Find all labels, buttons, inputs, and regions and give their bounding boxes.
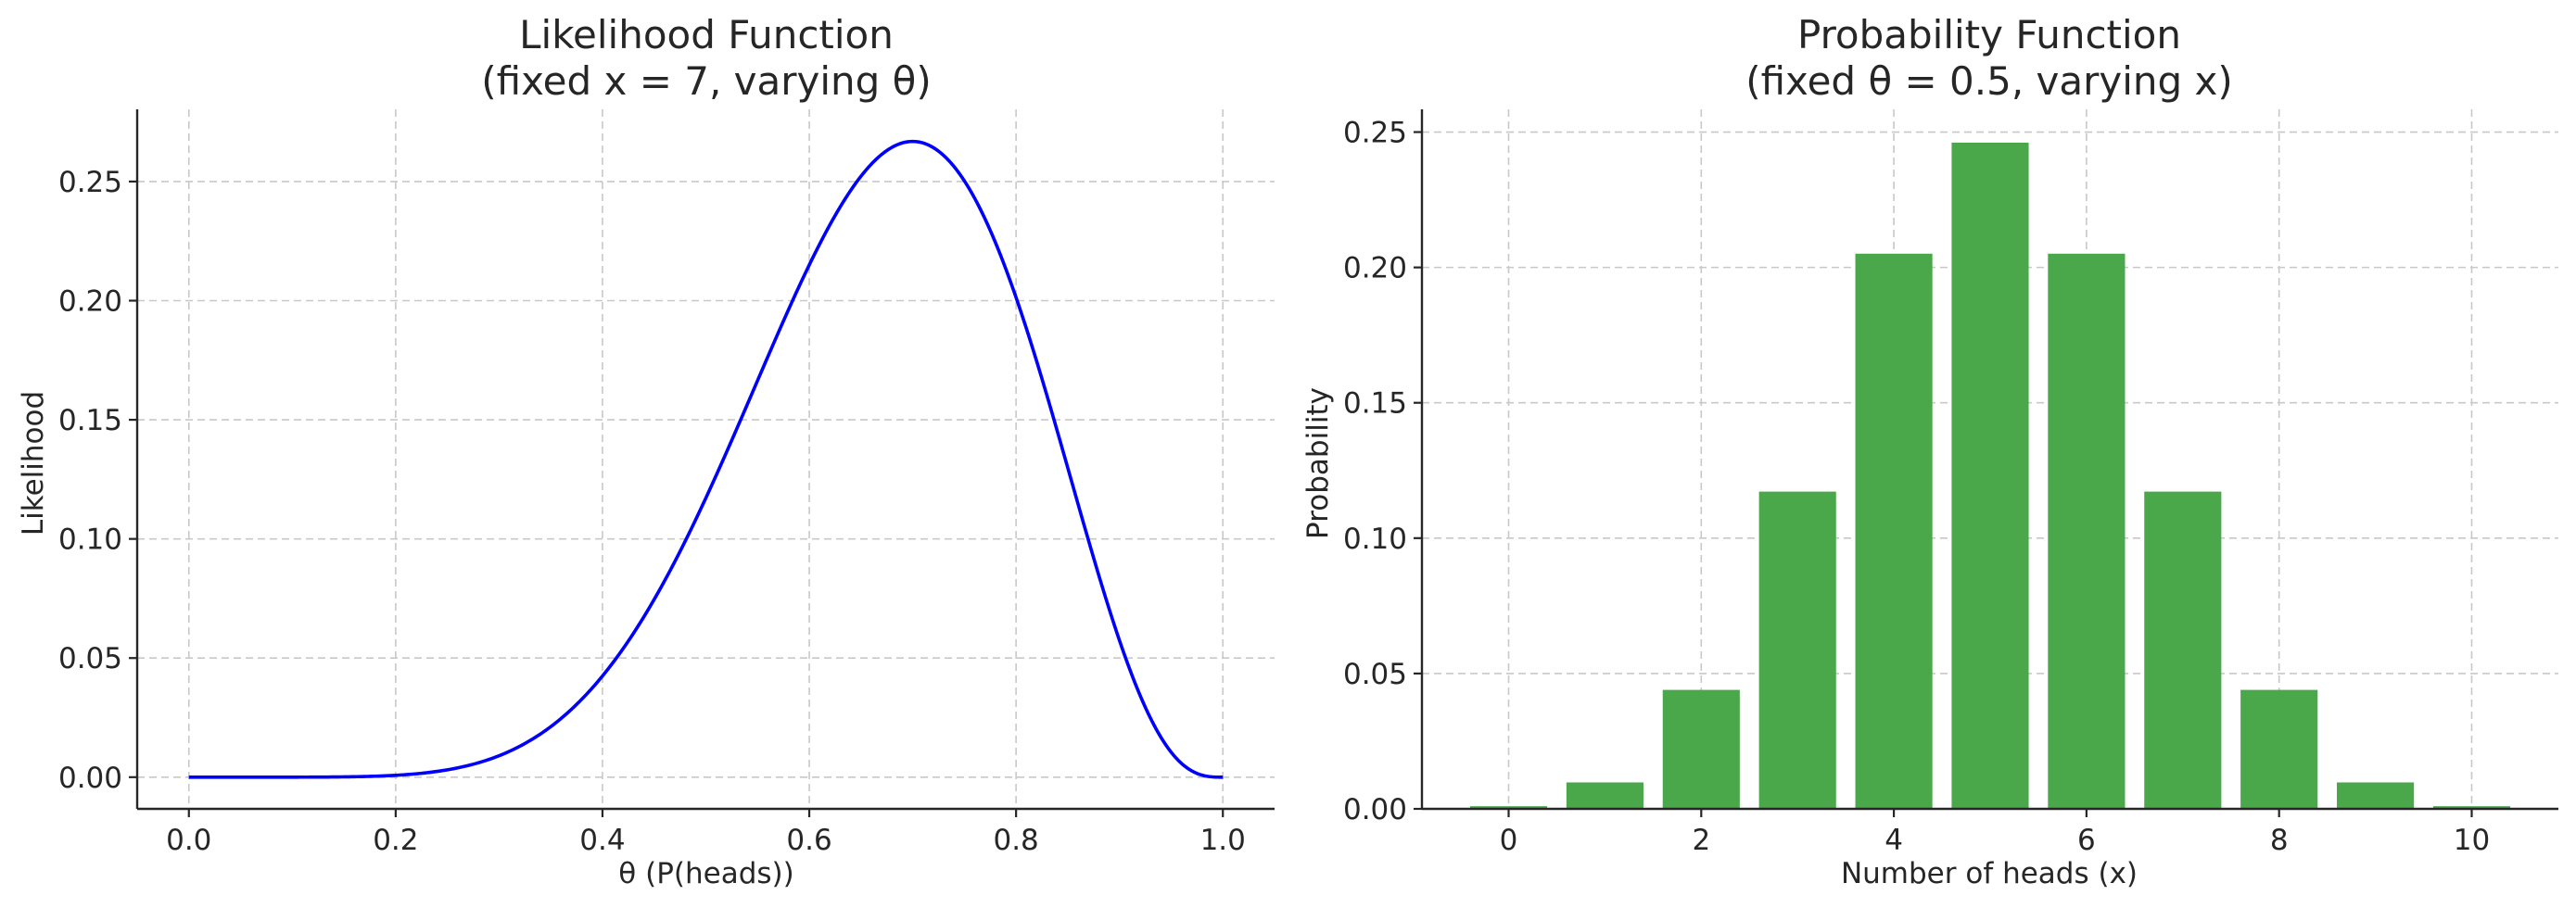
probability-x-tick-label: 0 bbox=[1500, 824, 1518, 857]
likelihood-title-line1: Likelihood Function bbox=[519, 12, 894, 57]
likelihood-x-tick-label: 0.4 bbox=[579, 824, 625, 857]
likelihood-x-axis-label: θ (P(heads)) bbox=[618, 857, 793, 890]
probability-y-tick-label: 0.20 bbox=[1343, 252, 1407, 285]
probability-y-tick-label: 0.15 bbox=[1343, 387, 1407, 421]
likelihood-x-tick-label: 0.6 bbox=[786, 824, 831, 857]
probability-bar-6 bbox=[2048, 253, 2126, 809]
likelihood-x-tick-label: 1.0 bbox=[1200, 824, 1246, 857]
likelihood-chart: 0.0 0.2 0.4 0.6 0.8 1.0 0.000.050.100.150.200… bbox=[17, 12, 1275, 890]
probability-bar-9 bbox=[2337, 782, 2415, 809]
probability-y-tick-label: 0.25 bbox=[1343, 117, 1407, 150]
likelihood-curve bbox=[188, 139, 1224, 779]
probability-bar-3 bbox=[1758, 491, 1836, 809]
likelihood-grid bbox=[137, 109, 1275, 809]
probability-y-tick-label: 0.10 bbox=[1343, 523, 1407, 556]
likelihood-y-tick-label: 0.25 bbox=[58, 166, 122, 199]
probability-bar-0 bbox=[1469, 806, 1548, 809]
likelihood-x-tick-label: 0.2 bbox=[373, 824, 418, 857]
probability-y-axis-label: Probability bbox=[1301, 387, 1335, 539]
likelihood-y-axis-label: Likelihood bbox=[17, 391, 50, 536]
probability-bar-10 bbox=[2432, 806, 2511, 809]
probability-title-line1: Probability Function bbox=[1797, 12, 2181, 57]
likelihood-y-tick-label: 0.15 bbox=[58, 404, 122, 437]
probability-x-tick-label: 6 bbox=[2077, 824, 2096, 857]
probability-bar-7 bbox=[2144, 491, 2222, 809]
likelihood-y-tick-label: 0.20 bbox=[58, 284, 122, 318]
probability-y-tick-label: 0.00 bbox=[1343, 793, 1407, 826]
probability-x-ticks: 0 2 4 6 8 10 bbox=[1500, 809, 2490, 857]
probability-x-axis-label: Number of heads (x) bbox=[1841, 857, 2138, 890]
probability-x-tick-label: 10 bbox=[2454, 824, 2490, 857]
probability-chart: 0 2 4 6 8 10 0.00 0.05 0.10 0.15 0.20 0.25 Probabi… bbox=[1301, 12, 2558, 890]
likelihood-y-tick-label: 0.00 bbox=[58, 762, 122, 795]
probability-bar-5 bbox=[1951, 142, 2029, 809]
likelihood-x-tick-label: 0.8 bbox=[993, 824, 1038, 857]
probability-title-line2: (fixed θ = 0.5, varying x) bbox=[1745, 58, 2233, 104]
likelihood-title-line2: (fixed x = 7, varying θ) bbox=[481, 58, 932, 104]
likelihood-y-ticks: 0.00 0.05 0.10 0.15 0.20 0.25 bbox=[58, 166, 137, 795]
probability-bars bbox=[1469, 142, 2511, 809]
probability-axes bbox=[1420, 109, 2558, 811]
likelihood-axes bbox=[135, 109, 1275, 811]
likelihood-x-ticks: 0.0 0.2 0.4 0.6 0.8 1.0 bbox=[166, 809, 1246, 857]
likelihood-x-tick-label: 0.0 bbox=[166, 824, 211, 857]
probability-y-ticks: 0.00 0.05 0.10 0.15 0.20 0.25 bbox=[1343, 117, 1422, 826]
probability-x-tick-label: 4 bbox=[1884, 824, 1903, 857]
probability-y-tick-label: 0.05 bbox=[1343, 658, 1407, 691]
probability-bar-4 bbox=[1855, 253, 1933, 809]
probability-bar-1 bbox=[1566, 782, 1643, 809]
probability-bar-2 bbox=[1662, 689, 1740, 809]
probability-bar-8 bbox=[2240, 689, 2318, 809]
probability-x-tick-label: 2 bbox=[1692, 824, 1710, 857]
probability-x-tick-label: 8 bbox=[2270, 824, 2289, 857]
likelihood-y-tick-label: 0.05 bbox=[58, 642, 122, 675]
likelihood-y-tick-label: 0.10 bbox=[58, 523, 122, 557]
